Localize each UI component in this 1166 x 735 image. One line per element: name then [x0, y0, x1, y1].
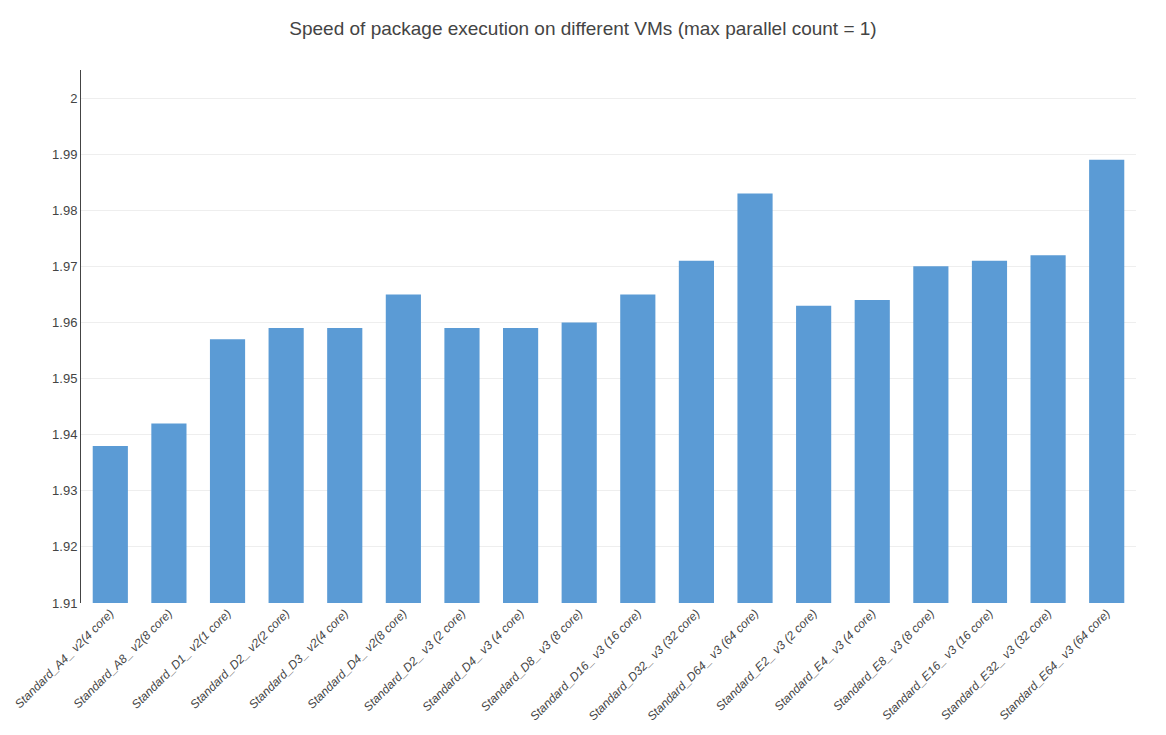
svg-text:Standard_D64_ v3 (64 core): Standard_D64_ v3 (64 core)	[644, 606, 761, 723]
svg-text:Standard_D4_ v3 (4 core): Standard_D4_ v3 (4 core)	[419, 606, 527, 714]
svg-text:Standard_D4_ v2(8 core): Standard_D4_ v2(8 core)	[305, 606, 410, 711]
svg-text:Speed of package execution on: Speed of package execution on different …	[289, 18, 876, 39]
svg-text:1.92: 1.92	[52, 539, 77, 554]
svg-text:1.98: 1.98	[52, 203, 77, 218]
svg-text:1.93: 1.93	[52, 483, 77, 498]
svg-text:Standard_E4_ v3 (4 core): Standard_E4_ v3 (4 core)	[772, 606, 879, 713]
svg-text:Standard_D2_ v3 (2 core): Standard_D2_ v3 (2 core)	[361, 606, 469, 714]
svg-text:Standard_D1_ v2(1 core): Standard_D1_ v2(1 core)	[129, 606, 234, 711]
svg-text:Standard_E64_ v3 (64 core): Standard_E64_ v3 (64 core)	[997, 606, 1114, 723]
svg-text:1.94: 1.94	[52, 427, 77, 442]
svg-text:Standard_A4_ v2(4 core): Standard_A4_ v2(4 core)	[12, 606, 117, 711]
svg-text:Standard_D2_ v2(2 core): Standard_D2_ v2(2 core)	[187, 606, 292, 711]
svg-text:Standard_D8_ v3 (8 core): Standard_D8_ v3 (8 core)	[478, 606, 586, 714]
svg-text:1.96: 1.96	[52, 315, 77, 330]
svg-text:Standard_E32_ v3 (32 core): Standard_E32_ v3 (32 core)	[938, 606, 1055, 723]
svg-text:Standard_A8_ v2(8 core): Standard_A8_ v2(8 core)	[71, 606, 176, 711]
svg-text:1.99: 1.99	[52, 147, 77, 162]
svg-text:Standard_E16_ v3 (16 core): Standard_E16_ v3 (16 core)	[879, 606, 996, 723]
svg-text:2: 2	[70, 91, 77, 106]
svg-text:1.97: 1.97	[52, 259, 77, 274]
svg-text:Standard_D32_ v3 (32 core): Standard_D32_ v3 (32 core)	[586, 606, 703, 723]
svg-text:Standard_D16_ v3 (16 core): Standard_D16_ v3 (16 core)	[527, 606, 644, 723]
svg-text:Standard_D3_ v2(4 core): Standard_D3_ v2(4 core)	[246, 606, 351, 711]
svg-text:1.91: 1.91	[52, 596, 77, 611]
svg-text:Standard_E2_ v3 (2 core): Standard_E2_ v3 (2 core)	[713, 606, 820, 713]
svg-text:1.95: 1.95	[52, 371, 77, 386]
svg-text:Standard_E8_ v3 (8 core): Standard_E8_ v3 (8 core)	[830, 606, 937, 713]
